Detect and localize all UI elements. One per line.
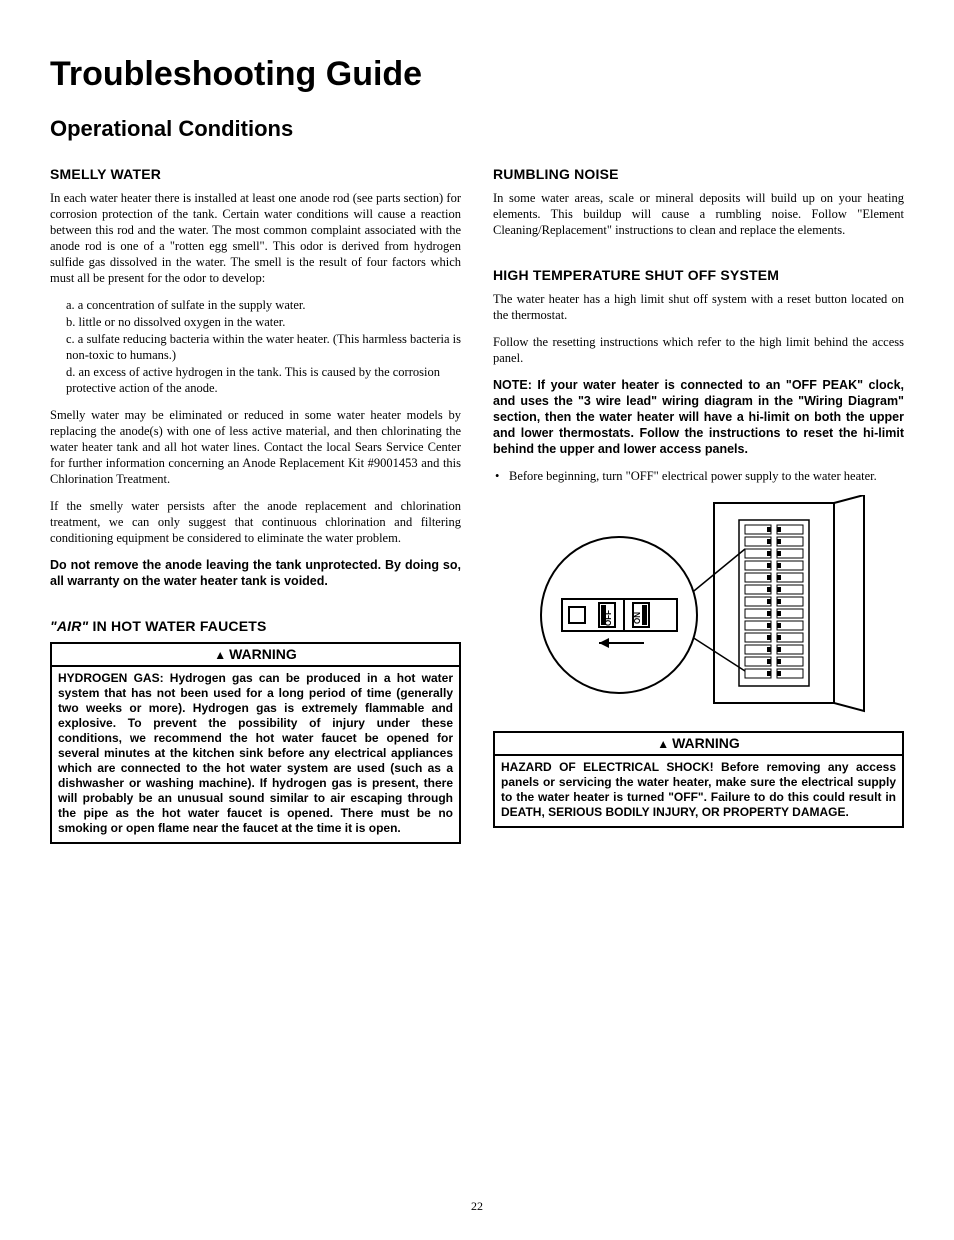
warning-body-hydrogen: HYDROGEN GAS: Hydrogen gas can be produc… <box>52 667 459 842</box>
warning-box-shock: ▲WARNING HAZARD OF ELECTRICAL SHOCK! Bef… <box>493 731 904 828</box>
two-columns: SMELLY WATER In each water heater there … <box>50 166 904 858</box>
rumbling-p1: In some water areas, scale or mineral de… <box>493 190 904 238</box>
list-item-a: a. a concentration of sulfate in the sup… <box>66 297 461 313</box>
label-off: OFF <box>604 610 613 626</box>
warning-header-shock: ▲WARNING <box>495 733 902 756</box>
page-number: 22 <box>0 1199 954 1214</box>
smelly-factors-list: a. a concentration of sulfate in the sup… <box>50 297 461 396</box>
warning-body-shock: HAZARD OF ELECTRICAL SHOCK! Before remov… <box>495 756 902 826</box>
hightemp-bullets: Before beginning, turn "OFF" electrical … <box>493 468 904 484</box>
heading-air-faucets: "AIR" IN HOT WATER FAUCETS <box>50 618 461 634</box>
smelly-p1: In each water heater there is installed … <box>50 190 461 286</box>
heading-hightemp: HIGH TEMPERATURE SHUT OFF SYSTEM <box>493 267 904 283</box>
warning-title-hydrogen: WARNING <box>229 646 297 662</box>
label-on: ON <box>633 612 642 624</box>
list-item-c: c. a sulfate reducing bacteria within th… <box>66 331 461 363</box>
page-subtitle: Operational Conditions <box>50 116 904 142</box>
warning-header-hydrogen: ▲WARNING <box>52 644 459 667</box>
heading-air-rest: IN HOT WATER FAUCETS <box>88 618 266 634</box>
smelly-p2: Smelly water may be eliminated or reduce… <box>50 407 461 487</box>
heading-air-italic: "AIR" <box>50 618 88 634</box>
hightemp-p1: The water heater has a high limit shut o… <box>493 291 904 323</box>
smelly-p4-bold: Do not remove the anode leaving the tank… <box>50 557 461 589</box>
left-column: SMELLY WATER In each water heater there … <box>50 166 461 858</box>
warning-triangle-icon: ▲ <box>657 737 669 751</box>
hightemp-bullet-1: Before beginning, turn "OFF" electrical … <box>509 468 904 484</box>
page-title: Troubleshooting Guide <box>50 55 904 94</box>
list-item-b: b. little or no dissolved oxygen in the … <box>66 314 461 330</box>
warning-box-hydrogen: ▲WARNING HYDROGEN GAS: Hydrogen gas can … <box>50 642 461 844</box>
heading-rumbling: RUMBLING NOISE <box>493 166 904 182</box>
breaker-panel-diagram: OFF ON <box>493 495 904 715</box>
breaker-panel-svg: OFF ON <box>529 495 869 715</box>
hightemp-p2: Follow the resetting instructions which … <box>493 334 904 366</box>
hightemp-note: NOTE: If your water heater is connected … <box>493 377 904 457</box>
heading-smelly-water: SMELLY WATER <box>50 166 461 182</box>
warning-triangle-icon: ▲ <box>214 648 226 662</box>
right-column: RUMBLING NOISE In some water areas, scal… <box>493 166 904 858</box>
smelly-p3: If the smelly water persists after the a… <box>50 498 461 546</box>
list-item-d: d. an excess of active hydrogen in the t… <box>66 364 461 396</box>
warning-title-shock: WARNING <box>672 735 740 751</box>
